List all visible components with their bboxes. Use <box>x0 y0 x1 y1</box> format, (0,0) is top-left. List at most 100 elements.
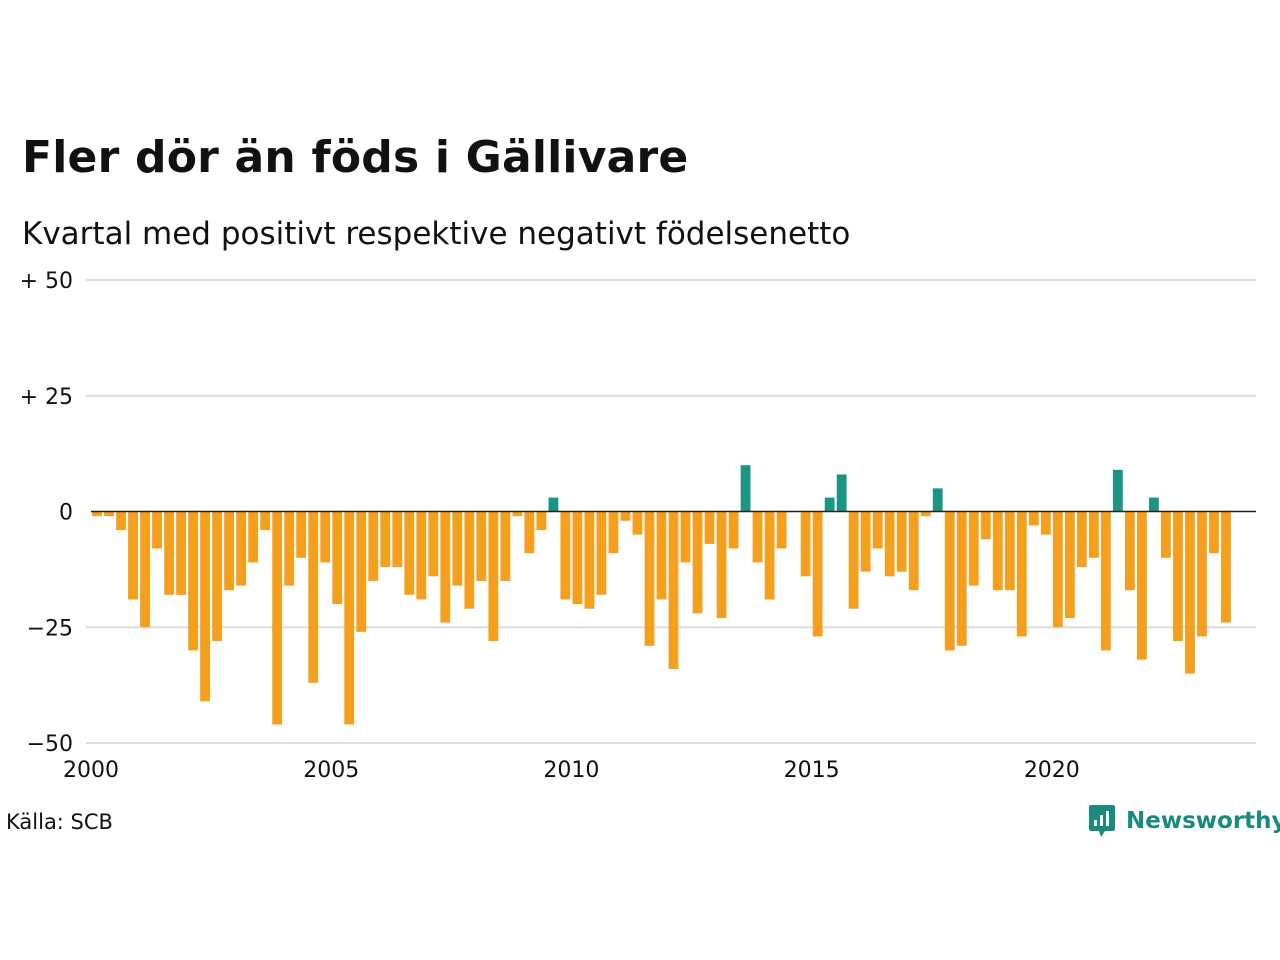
bar <box>512 511 523 517</box>
bar <box>740 465 751 512</box>
bar <box>848 511 859 609</box>
bar <box>404 511 415 595</box>
bar <box>908 511 919 591</box>
bar <box>884 511 895 577</box>
bar <box>1197 511 1207 637</box>
bar <box>608 511 619 554</box>
bar <box>236 511 247 586</box>
bar <box>104 511 114 517</box>
x-tick-label: 2005 <box>303 758 359 783</box>
bar <box>632 511 643 535</box>
bar <box>680 511 691 563</box>
bar <box>620 511 631 521</box>
bar <box>824 497 835 512</box>
bar <box>392 511 403 568</box>
bar <box>476 511 487 581</box>
chart-title: Fler dör än föds i Gällivare <box>22 132 689 183</box>
x-tick-label: 2010 <box>543 758 599 783</box>
bar <box>980 511 991 540</box>
bar <box>452 511 463 586</box>
bar <box>776 511 787 549</box>
bar <box>1124 511 1135 591</box>
bar <box>380 511 391 568</box>
bar <box>872 511 883 549</box>
bar <box>704 511 715 544</box>
bar <box>212 511 223 642</box>
bar <box>344 511 355 725</box>
newsworthy-logo[interactable]: Newsworthy <box>1088 803 1280 839</box>
bar <box>968 511 979 586</box>
bar <box>128 511 138 600</box>
brand-name: Newsworthy <box>1126 808 1280 834</box>
bar <box>644 511 655 646</box>
bar <box>536 511 547 531</box>
y-tick-label: −50 <box>27 732 73 757</box>
bar <box>716 511 727 618</box>
bar <box>500 511 511 581</box>
bar <box>920 511 931 517</box>
bars <box>92 465 1231 725</box>
bar <box>728 511 739 549</box>
bar <box>548 497 559 512</box>
bar <box>464 511 475 609</box>
bar <box>1221 511 1231 623</box>
bar <box>596 511 607 595</box>
bar <box>668 511 679 669</box>
bar <box>1100 511 1111 651</box>
bar <box>1016 511 1027 637</box>
newsworthy-logo-icon <box>1089 805 1115 837</box>
bar <box>800 511 811 577</box>
bar <box>188 511 198 651</box>
bar <box>1040 511 1051 535</box>
y-axis-labels: + 50 + 25 0 −25 −50 <box>20 269 73 757</box>
bar <box>1112 469 1123 512</box>
bar <box>200 511 210 702</box>
bar <box>440 511 451 623</box>
x-axis-labels: 2000 2005 2010 2015 2020 <box>63 758 1080 783</box>
bar <box>92 511 102 517</box>
bar <box>1064 511 1075 618</box>
y-tick-label: + 50 <box>20 269 73 294</box>
bar <box>320 511 331 563</box>
bar <box>932 488 943 512</box>
bar <box>836 474 847 512</box>
bar <box>1137 511 1147 660</box>
bar <box>1161 511 1171 558</box>
bar <box>296 511 307 558</box>
chart-subtitle: Kvartal med positivt respektive negativt… <box>22 216 851 252</box>
bar <box>152 511 162 549</box>
bar <box>428 511 439 577</box>
bar <box>1173 511 1183 642</box>
source-note: Källa: SCB <box>6 810 113 834</box>
bar <box>572 511 583 605</box>
bar <box>1052 511 1063 628</box>
bar <box>1076 511 1087 568</box>
bar <box>860 511 871 572</box>
bar <box>1028 511 1039 526</box>
bar <box>1185 511 1195 674</box>
x-tick-label: 2015 <box>784 758 840 783</box>
bar <box>692 511 703 614</box>
bar <box>140 511 150 628</box>
bar <box>488 511 499 642</box>
y-tick-label: + 25 <box>20 385 73 410</box>
bar <box>416 511 427 600</box>
x-tick-label: 2020 <box>1024 758 1080 783</box>
bar <box>896 511 907 572</box>
bar <box>176 511 186 595</box>
y-tick-label: −25 <box>27 616 73 641</box>
bar <box>764 511 775 600</box>
bar <box>308 511 319 683</box>
bar <box>224 511 235 591</box>
bar <box>248 511 259 563</box>
bar-chart: + 50 + 25 0 −25 −50 2000 2005 2010 2015 2020 <box>20 269 1256 783</box>
bar <box>164 511 174 595</box>
bar <box>1088 511 1099 558</box>
bar <box>944 511 955 651</box>
bar <box>560 511 571 600</box>
bar <box>1209 511 1219 554</box>
bar <box>356 511 367 632</box>
bar <box>368 511 379 581</box>
bar <box>992 511 1003 591</box>
bar <box>956 511 967 646</box>
